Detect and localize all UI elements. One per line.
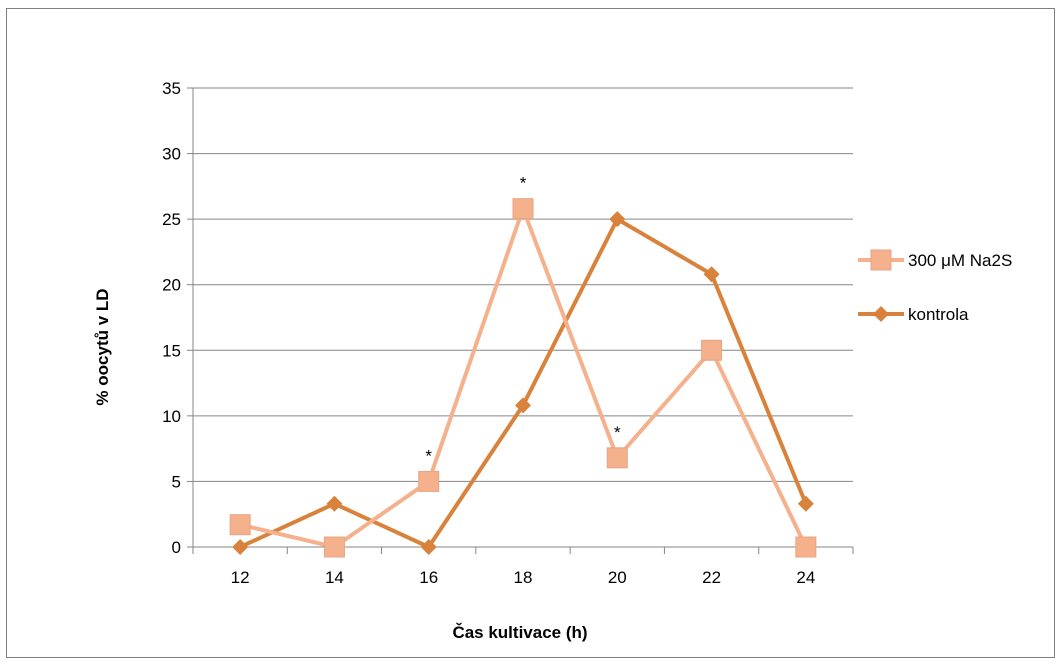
legend-label: kontrola — [908, 305, 969, 324]
y-tick-label: 35 — [162, 79, 181, 98]
y-tick-label: 5 — [172, 472, 181, 491]
axes: 0 5 10 15 20 25 30 35 12 14 16 18 20 22 24 — [162, 79, 854, 587]
data-point — [609, 211, 626, 228]
legend-item: kontrola — [858, 305, 969, 324]
y-tick-label: 15 — [162, 341, 181, 360]
data-point — [703, 266, 720, 283]
series-line — [239, 217, 808, 549]
legend-item: 300 μM Na2S — [858, 249, 1012, 271]
chart-frame — [6, 8, 1055, 658]
x-tick-label: 24 — [796, 568, 815, 587]
data-point — [701, 339, 723, 361]
annotations: * * * — [425, 174, 621, 466]
series-layer — [229, 198, 817, 558]
series-line — [239, 206, 808, 549]
y-tick-label: 20 — [162, 276, 181, 295]
data-point — [418, 470, 440, 492]
x-axis-title: Čas kultivace (h) — [452, 623, 587, 642]
legend-label: 300 μM Na2S — [908, 251, 1012, 270]
x-tick-label: 22 — [702, 568, 721, 587]
y-axis-title: % oocytů v LD — [93, 288, 112, 405]
x-tick-label: 18 — [514, 568, 533, 587]
series-kontrola — [232, 211, 814, 555]
x-tick-label: 12 — [231, 568, 250, 587]
y-tick-label: 0 — [172, 538, 181, 557]
x-tick-label: 20 — [608, 568, 627, 587]
significance-asterisk: * — [614, 423, 621, 442]
data-point — [795, 536, 817, 558]
x-tick-label: 14 — [325, 568, 344, 587]
data-point — [232, 539, 249, 555]
legend: 300 μM Na2S kontrola — [858, 249, 1012, 324]
y-tick-label: 25 — [162, 210, 181, 229]
data-point — [420, 539, 437, 555]
significance-asterisk: * — [520, 174, 527, 193]
data-point — [512, 198, 534, 220]
y-tick-label: 30 — [162, 145, 181, 164]
data-point — [606, 447, 628, 469]
data-point — [326, 495, 343, 512]
data-point — [323, 536, 345, 558]
x-tick-label: 16 — [419, 568, 438, 587]
data-point — [229, 514, 251, 536]
significance-asterisk: * — [425, 446, 432, 465]
data-point — [515, 397, 531, 414]
gridlines — [193, 87, 853, 482]
legend-marker — [873, 306, 889, 322]
series-na2s — [229, 198, 817, 558]
data-point — [797, 495, 814, 512]
legend-marker — [870, 249, 892, 271]
y-tick-label: 10 — [162, 407, 181, 426]
